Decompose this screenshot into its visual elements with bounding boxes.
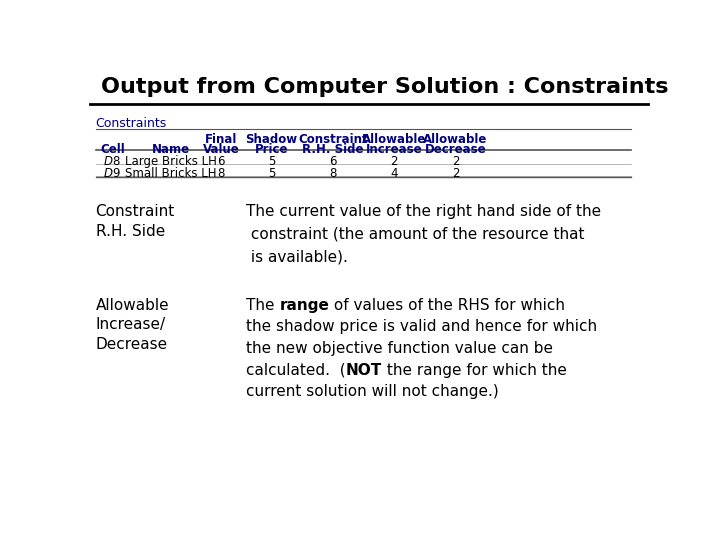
Text: 2: 2 (390, 155, 398, 168)
Text: Large Bricks LH: Large Bricks LH (125, 155, 217, 168)
Text: constraint (the amount of the resource that: constraint (the amount of the resource t… (246, 227, 585, 242)
Text: Allowable: Allowable (362, 133, 426, 146)
Text: 5: 5 (268, 167, 275, 180)
Text: 4: 4 (390, 167, 398, 180)
Text: Price: Price (255, 143, 288, 156)
Text: the shadow price is valid and hence for which: the shadow price is valid and hence for … (246, 319, 598, 334)
Text: range: range (279, 298, 330, 313)
Text: NOT: NOT (346, 362, 382, 377)
Text: R.H. Side: R.H. Side (302, 143, 364, 156)
Text: 6: 6 (217, 155, 225, 168)
Text: 5: 5 (268, 155, 275, 168)
Text: $D$9: $D$9 (104, 167, 121, 180)
Text: The: The (246, 298, 279, 313)
Text: Constraint
R.H. Side: Constraint R.H. Side (96, 204, 175, 239)
Text: Constraints: Constraints (96, 117, 167, 130)
Text: Allowable
Increase/
Decrease: Allowable Increase/ Decrease (96, 298, 169, 352)
Text: the range for which the: the range for which the (382, 362, 567, 377)
Text: 6: 6 (329, 155, 336, 168)
Text: Name: Name (152, 143, 190, 156)
Text: current solution will not change.): current solution will not change.) (246, 384, 499, 399)
Text: is available).: is available). (246, 250, 348, 265)
Text: 2: 2 (451, 155, 459, 168)
Text: Cell: Cell (100, 143, 125, 156)
Text: Value: Value (203, 143, 240, 156)
Text: the new objective function value can be: the new objective function value can be (246, 341, 553, 356)
Text: Allowable: Allowable (423, 133, 487, 146)
Text: Small Bricks LH: Small Bricks LH (125, 167, 217, 180)
Text: of values of the RHS for which: of values of the RHS for which (330, 298, 565, 313)
Text: Output from Computer Solution : Constraints: Output from Computer Solution : Constrai… (101, 77, 669, 97)
Text: Increase: Increase (366, 143, 423, 156)
Text: Final: Final (205, 133, 238, 146)
Text: $D$8: $D$8 (104, 155, 121, 168)
Text: 8: 8 (217, 167, 225, 180)
Text: Constraint: Constraint (298, 133, 367, 146)
Text: Decrease: Decrease (425, 143, 486, 156)
Text: 8: 8 (329, 167, 336, 180)
Text: Shadow: Shadow (246, 133, 297, 146)
Text: 2: 2 (451, 167, 459, 180)
Text: The current value of the right hand side of the: The current value of the right hand side… (246, 204, 601, 219)
Text: calculated.  (: calculated. ( (246, 362, 346, 377)
